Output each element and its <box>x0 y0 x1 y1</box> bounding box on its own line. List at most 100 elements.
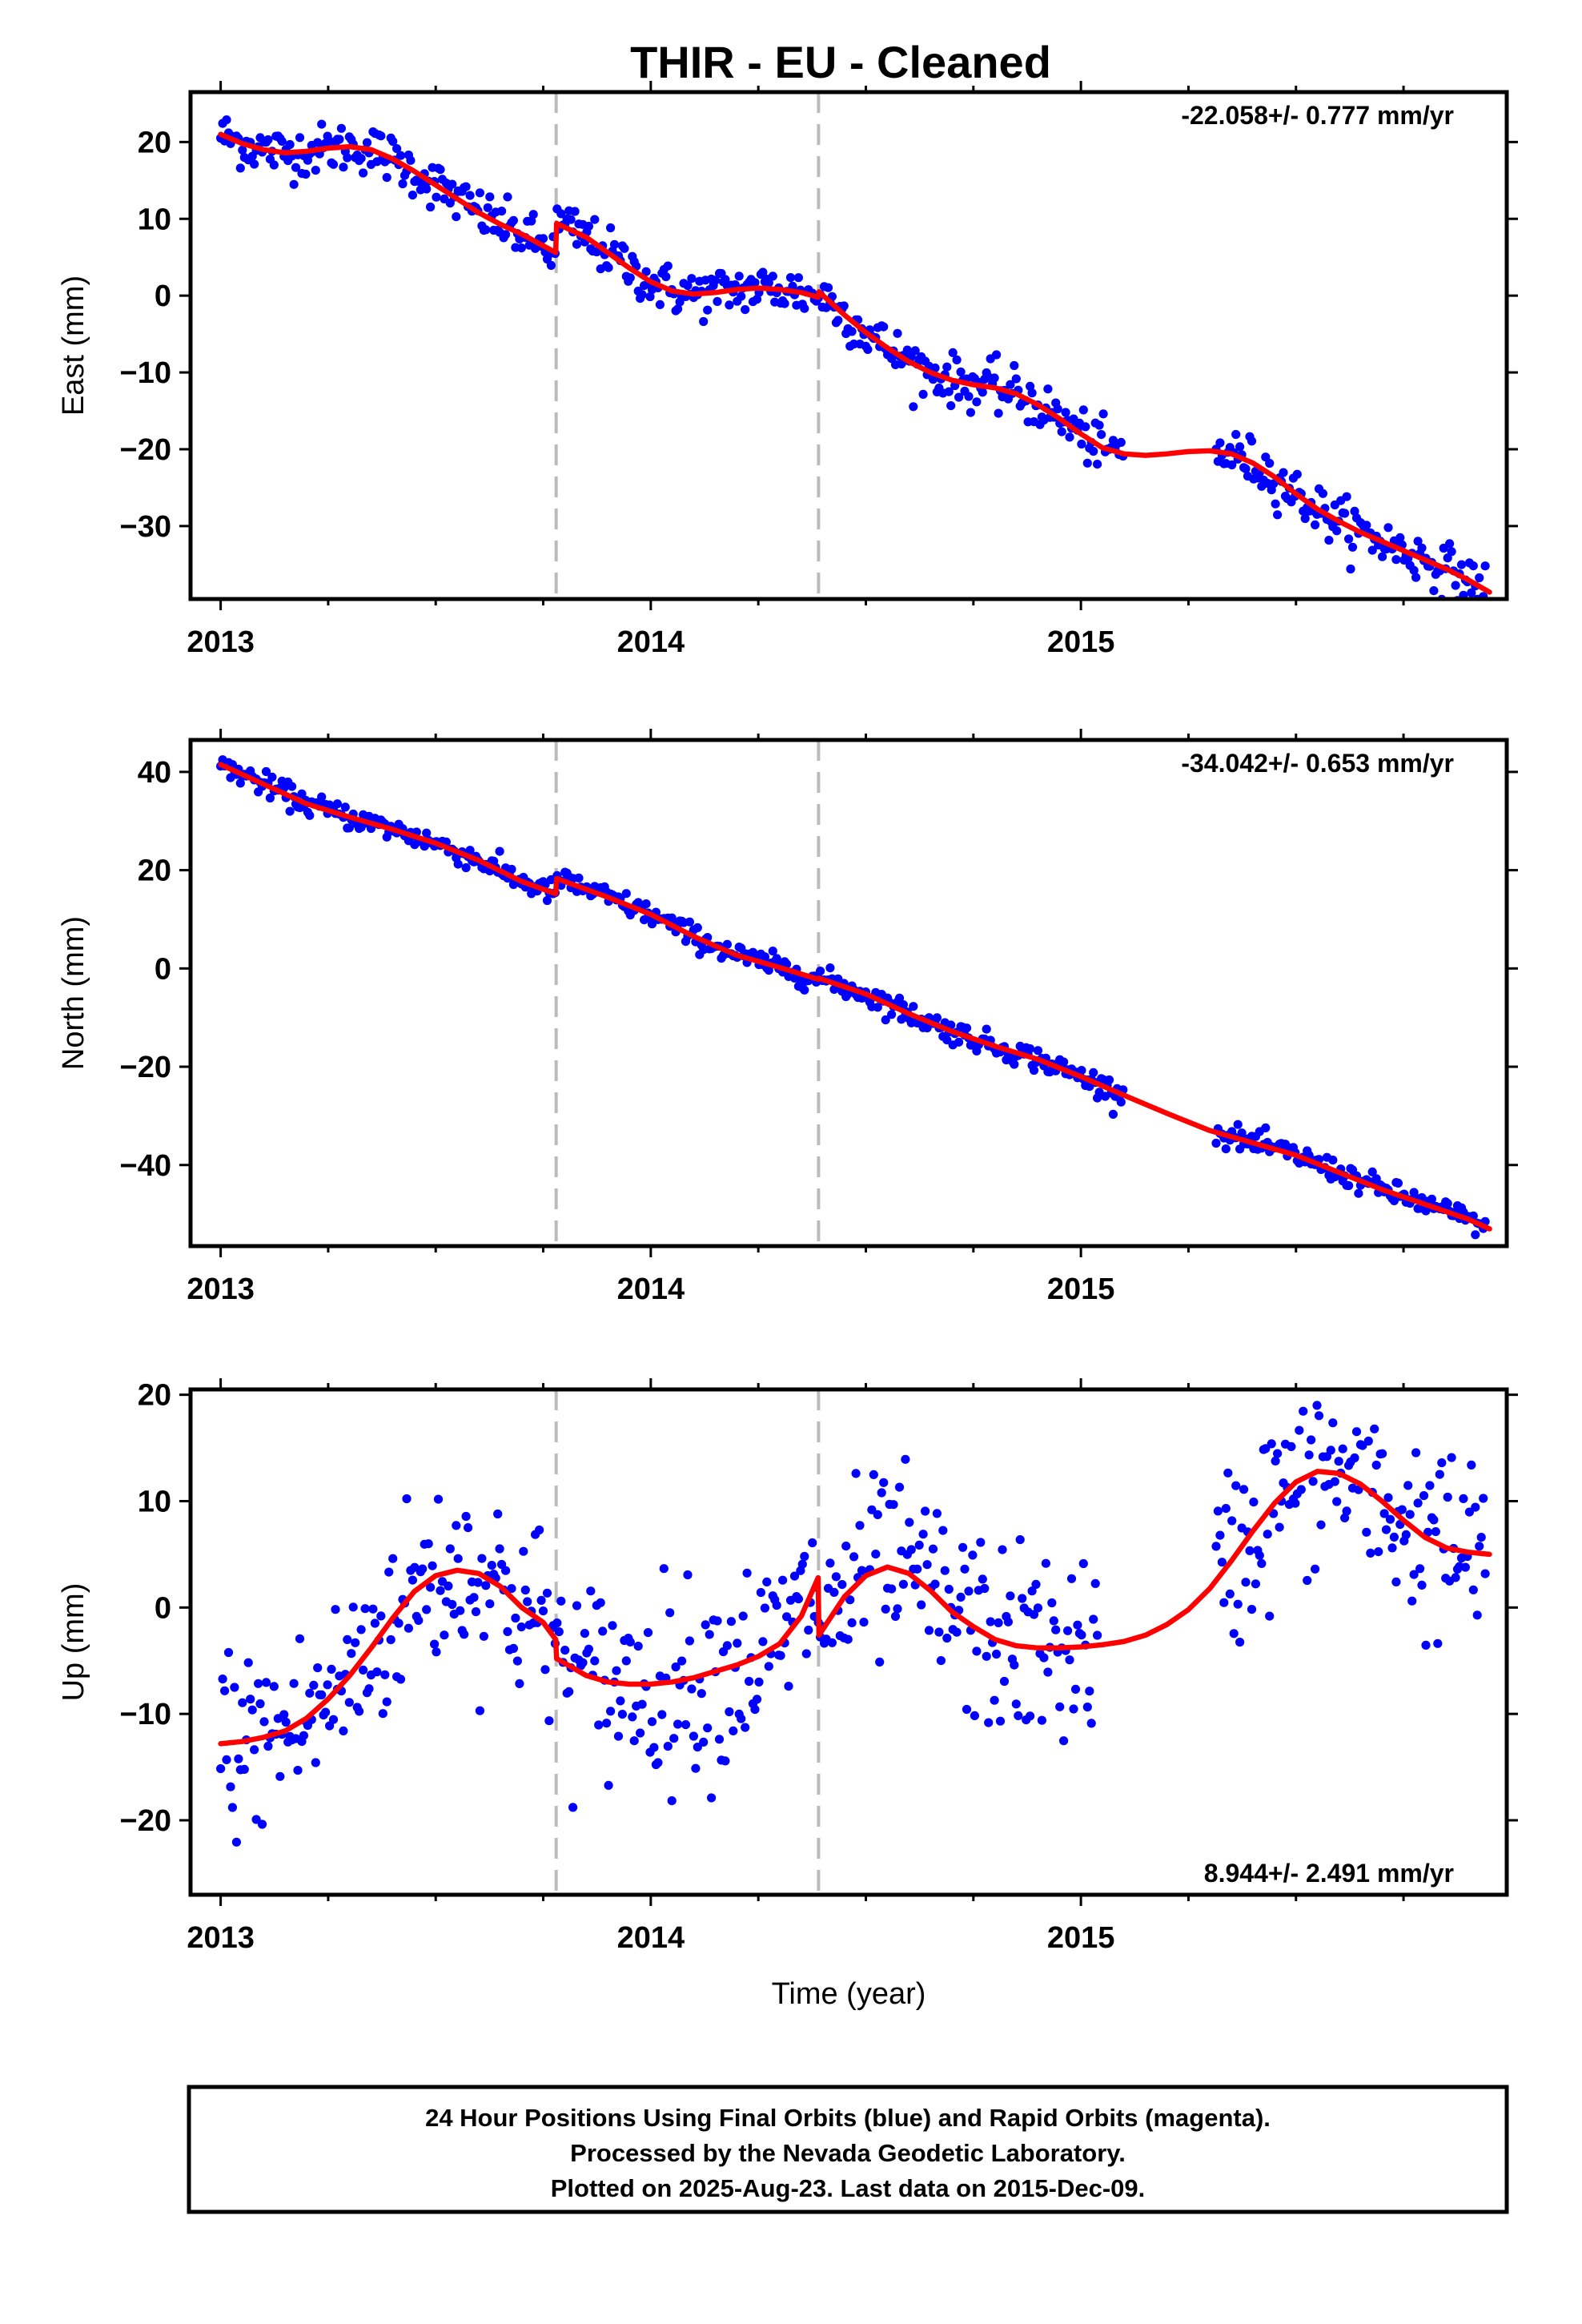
x-tick-label: 2014 <box>617 625 685 659</box>
data-point <box>1051 1625 1061 1634</box>
data-point <box>234 1754 243 1763</box>
data-point <box>1070 1684 1081 1694</box>
data-point <box>515 1679 524 1688</box>
data-point <box>705 1630 714 1639</box>
data-point <box>243 1658 253 1667</box>
data-point <box>606 1707 616 1716</box>
data-point <box>1477 605 1486 613</box>
data-point <box>1241 1578 1251 1587</box>
data-point <box>584 221 594 231</box>
data-point <box>1460 1562 1470 1572</box>
data-point <box>216 1764 226 1774</box>
data-point <box>1362 521 1371 530</box>
data-point <box>445 1544 455 1554</box>
data-point <box>1378 1449 1387 1458</box>
data-point <box>1098 409 1108 419</box>
data-point <box>227 1803 237 1812</box>
data-point <box>1069 1704 1078 1714</box>
data-point <box>220 1686 230 1695</box>
data-point <box>1026 1711 1035 1721</box>
data-point <box>893 328 902 338</box>
data-point <box>750 1705 760 1715</box>
data-point <box>247 1705 257 1715</box>
data-point <box>1435 1470 1444 1479</box>
data-point <box>917 1600 926 1610</box>
data-point <box>982 1651 991 1661</box>
data-point <box>621 1656 631 1666</box>
data-point <box>922 1560 932 1570</box>
data-point <box>422 1605 432 1614</box>
data-point <box>906 1545 916 1554</box>
data-point <box>1443 1492 1452 1502</box>
data-point <box>1391 1577 1401 1586</box>
data-point <box>1257 1558 1267 1568</box>
data-point <box>913 1564 922 1574</box>
data-point <box>1227 1516 1237 1526</box>
data-point <box>327 1664 336 1674</box>
data-point <box>1273 510 1283 520</box>
data-point <box>432 192 441 202</box>
data-point <box>501 230 511 239</box>
data-point <box>1344 1180 1354 1191</box>
data-point <box>918 1530 928 1539</box>
data-point <box>1387 1543 1397 1553</box>
data-point <box>572 239 582 249</box>
data-point <box>1043 1667 1053 1677</box>
y-tick-label: 0 <box>155 279 171 313</box>
data-point <box>1089 1614 1098 1624</box>
data-point <box>384 1567 394 1577</box>
data-point <box>1063 1626 1073 1635</box>
data-point <box>344 1698 354 1707</box>
data-point <box>875 1657 885 1667</box>
data-point <box>839 301 849 311</box>
data-point <box>511 1613 520 1623</box>
data-point <box>737 292 746 301</box>
data-point <box>469 1593 479 1602</box>
data-point <box>837 1580 847 1590</box>
data-point <box>1433 1638 1443 1648</box>
data-point <box>620 243 629 253</box>
data-point <box>1116 437 1126 448</box>
data-point <box>797 1559 807 1569</box>
data-point <box>552 1618 562 1628</box>
data-point <box>372 1667 382 1677</box>
data-point <box>218 1675 227 1684</box>
data-point <box>460 1630 469 1639</box>
data-point <box>1346 564 1355 574</box>
data-point <box>535 1525 544 1535</box>
data-point <box>295 1634 305 1643</box>
data-points <box>216 115 1490 613</box>
data-point <box>356 1625 366 1634</box>
data-point <box>980 1583 990 1594</box>
data-point <box>1409 565 1419 575</box>
data-point <box>699 1737 709 1747</box>
x-tick-label: 2013 <box>187 625 255 659</box>
data-point <box>1312 1401 1322 1410</box>
data-point <box>265 793 275 803</box>
data-point <box>1089 1068 1098 1077</box>
data-point <box>1251 1579 1260 1589</box>
data-point <box>1459 1494 1468 1503</box>
data-point <box>1443 1199 1452 1208</box>
data-point <box>1265 458 1275 468</box>
data-point <box>608 1621 617 1630</box>
data-point <box>637 290 647 300</box>
data-point <box>523 1597 532 1606</box>
data-point <box>1108 1109 1118 1119</box>
data-point <box>1362 1527 1371 1537</box>
data-point <box>613 1731 624 1741</box>
data-point <box>493 1509 503 1519</box>
data-point <box>1480 561 1490 571</box>
data-point <box>1279 468 1288 477</box>
data-point <box>1401 1530 1411 1539</box>
data-point <box>789 1571 800 1581</box>
data-point <box>701 1620 710 1630</box>
data-point <box>990 1695 999 1705</box>
data-point <box>1233 1599 1243 1609</box>
data-point <box>756 1588 766 1598</box>
data-point <box>659 1564 669 1574</box>
data-point <box>772 1601 781 1610</box>
data-point <box>277 136 287 146</box>
data-point <box>1271 1456 1280 1466</box>
data-point <box>1211 1542 1221 1551</box>
